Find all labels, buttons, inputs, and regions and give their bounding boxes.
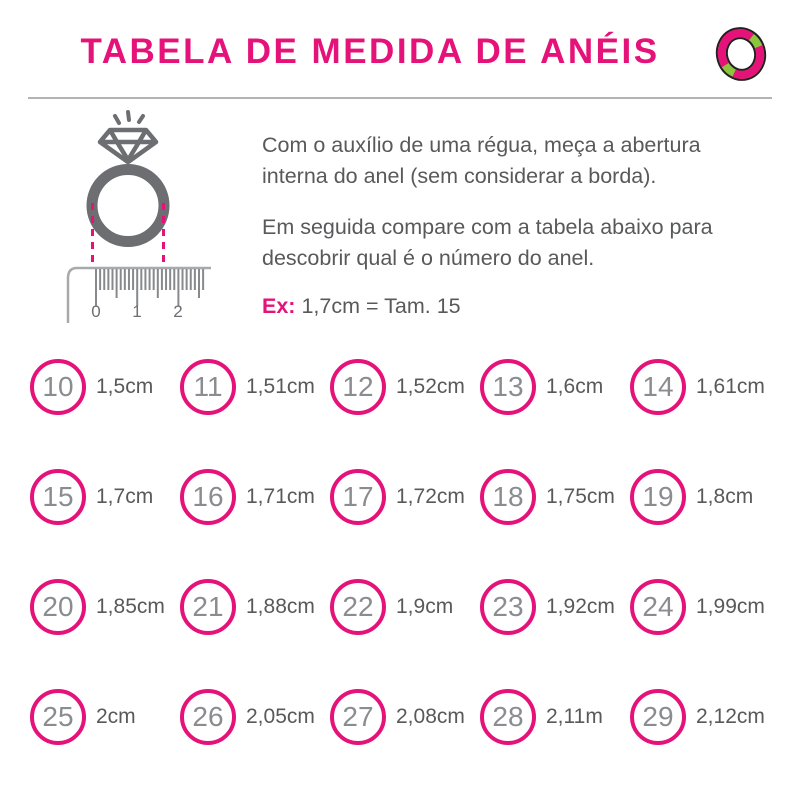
size-item: 29 2,12cm xyxy=(630,685,780,749)
size-circle: 12 xyxy=(330,359,386,415)
size-measure: 1,99cm xyxy=(696,595,765,618)
size-number: 17 xyxy=(342,481,374,512)
size-circle: 15 xyxy=(30,469,86,525)
size-measure: 1,52cm xyxy=(396,375,465,398)
size-number: 13 xyxy=(492,371,524,402)
size-item: 13 1,6cm xyxy=(480,355,630,419)
size-item: 10 1,5cm xyxy=(30,355,180,419)
size-measure: 1,5cm xyxy=(96,375,154,398)
size-circle: 18 xyxy=(480,469,536,525)
size-item: 14 1,61cm xyxy=(630,355,780,419)
size-measure: 1,7cm xyxy=(96,485,154,508)
size-measure: 1,75cm xyxy=(546,485,615,508)
example-label: Ex: xyxy=(262,294,296,319)
ruler-numbers: 0 1 2 xyxy=(91,302,182,321)
size-number: 29 xyxy=(642,701,674,732)
size-measure: 2,11m xyxy=(546,705,603,728)
size-circle: 24 xyxy=(630,579,686,635)
size-number: 18 xyxy=(492,481,524,512)
size-number: 16 xyxy=(192,481,224,512)
size-circle: 10 xyxy=(30,359,86,415)
size-circle: 22 xyxy=(330,579,386,635)
instruction-paragraph-1: Com o auxílio de uma régua, meça a abert… xyxy=(262,133,701,188)
size-measure: 1,71cm xyxy=(246,485,315,508)
size-number: 20 xyxy=(42,591,74,622)
size-circle: 17 xyxy=(330,469,386,525)
size-measure: 1,6cm xyxy=(546,375,604,398)
size-number: 27 xyxy=(342,701,374,732)
header-divider xyxy=(28,97,772,99)
ruler-number-1: 1 xyxy=(132,302,141,321)
size-circle: 25 xyxy=(30,689,86,745)
size-circle: 14 xyxy=(630,359,686,415)
size-measure: 1,51cm xyxy=(246,375,315,398)
size-measure: 2,08cm xyxy=(396,705,465,728)
size-measure: 2,12cm xyxy=(696,705,765,728)
instructions: Com o auxílio de uma régua, meça a abert… xyxy=(262,130,730,319)
size-item: 22 1,9cm xyxy=(330,575,480,639)
size-circle: 16 xyxy=(180,469,236,525)
size-circle: 11 xyxy=(180,359,236,415)
size-circle: 21 xyxy=(180,579,236,635)
size-measure: 1,92cm xyxy=(546,595,615,618)
size-measure: 1,9cm xyxy=(396,595,454,618)
size-item: 26 2,05cm xyxy=(180,685,330,749)
size-measure: 2,05cm xyxy=(246,705,315,728)
size-number: 22 xyxy=(342,591,374,622)
size-item: 11 1,51cm xyxy=(180,355,330,419)
size-item: 25 2cm xyxy=(30,685,180,749)
size-measure: 1,61cm xyxy=(696,375,765,398)
size-number: 12 xyxy=(342,371,374,402)
size-number: 24 xyxy=(642,591,674,622)
size-measure: 1,85cm xyxy=(96,595,165,618)
size-item: 18 1,75cm xyxy=(480,465,630,529)
size-number: 19 xyxy=(642,481,674,512)
size-number: 28 xyxy=(492,701,524,732)
size-number: 26 xyxy=(192,701,224,732)
size-item: 21 1,88cm xyxy=(180,575,330,639)
size-circle: 19 xyxy=(630,469,686,525)
size-number: 11 xyxy=(193,371,223,402)
size-item: 23 1,92cm xyxy=(480,575,630,639)
size-item: 15 1,7cm xyxy=(30,465,180,529)
size-circle: 27 xyxy=(330,689,386,745)
size-circle: 28 xyxy=(480,689,536,745)
instruction-paragraph-2: Em seguida compare com a tabela abaixo p… xyxy=(262,215,713,270)
example-line: Ex: 1,7cm = Tam. 15 xyxy=(262,294,730,319)
size-item: 20 1,85cm xyxy=(30,575,180,639)
size-item: 19 1,8cm xyxy=(630,465,780,529)
ruler-number-0: 0 xyxy=(91,302,100,321)
size-item: 12 1,52cm xyxy=(330,355,480,419)
example-value: 1,7cm = Tam. 15 xyxy=(301,294,461,319)
size-circle: 29 xyxy=(630,689,686,745)
size-item: 17 1,72cm xyxy=(330,465,480,529)
size-item: 16 1,71cm xyxy=(180,465,330,529)
size-item: 24 1,99cm xyxy=(630,575,780,639)
sizes-grid: 10 1,5cm 11 1,51cm 12 1,52cm 13 1,6cm 14 1,61… xyxy=(30,355,780,749)
size-number: 10 xyxy=(42,371,74,402)
size-number: 14 xyxy=(642,371,674,402)
size-circle: 13 xyxy=(480,359,536,415)
size-number: 15 xyxy=(42,481,74,512)
ring-measure-diagram-icon: 0 1 2 xyxy=(66,110,211,323)
size-item: 28 2,11m xyxy=(480,685,630,749)
size-circle: 26 xyxy=(180,689,236,745)
size-number: 21 xyxy=(192,591,224,622)
size-item: 27 2,08cm xyxy=(330,685,480,749)
size-measure: 1,72cm xyxy=(396,485,465,508)
ring-logo-icon xyxy=(715,27,767,81)
page-title: TABELA DE MEDIDA DE ANÉIS xyxy=(80,32,660,71)
size-number: 25 xyxy=(42,701,74,732)
size-number: 23 xyxy=(492,591,524,622)
ruler-number-2: 2 xyxy=(173,302,182,321)
size-measure: 1,8cm xyxy=(696,485,754,508)
size-circle: 20 xyxy=(30,579,86,635)
size-circle: 23 xyxy=(480,579,536,635)
size-measure: 1,88cm xyxy=(246,595,315,618)
size-measure: 2cm xyxy=(96,705,136,728)
